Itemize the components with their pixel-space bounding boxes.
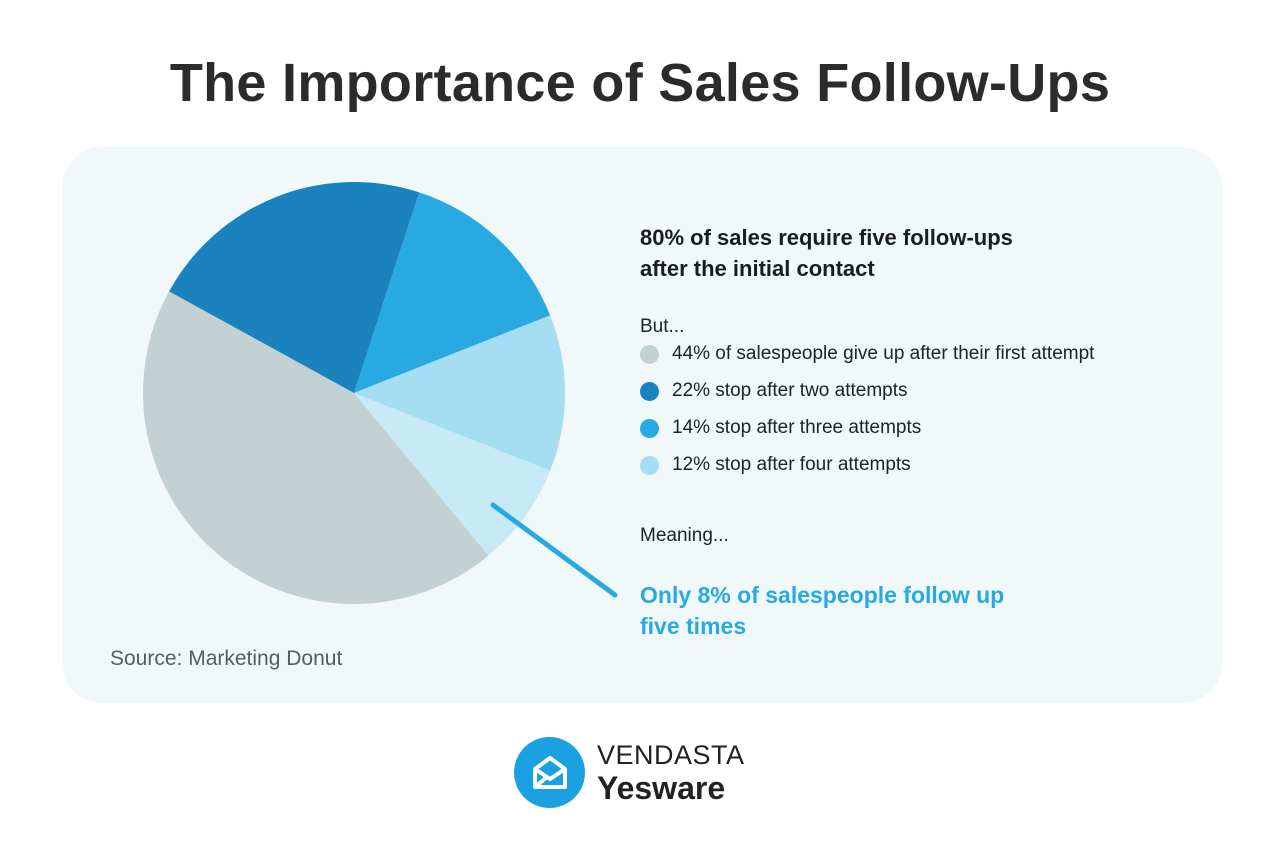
logo-yesware: Yesware <box>597 769 726 806</box>
legend-swatch <box>640 418 659 438</box>
pie-slice <box>169 182 420 393</box>
meaning-label: Meaning... <box>640 525 729 546</box>
legend-text: 14% stop after three attempts <box>672 417 922 438</box>
envelope-open-icon <box>514 737 585 808</box>
callout-line-text: five times <box>640 613 747 639</box>
pie-slice <box>354 393 551 556</box>
page-title: The Importance of Sales Follow-Ups <box>169 53 1111 113</box>
legend-text: 22% stop after two attempts <box>672 380 908 401</box>
callout-line-text: Only 8% of salespeople follow up <box>640 582 1005 608</box>
pie-slice <box>354 315 565 471</box>
legend-text: 12% stop after four attempts <box>672 454 911 475</box>
callout-line <box>490 502 618 598</box>
logo: VENDASTA Yesware <box>514 737 745 808</box>
legend-text: 44% of salespeople give up after their f… <box>672 343 1095 364</box>
legend-swatch <box>640 344 659 364</box>
callout-text: Only 8% of salespeople follow up five ti… <box>640 580 1004 642</box>
headline-line: 80% of sales require five follow-ups <box>640 225 1013 250</box>
legend-swatch <box>640 455 659 475</box>
headline: 80% of sales require five follow-ups aft… <box>640 222 1013 284</box>
headline-line: after the initial contact <box>640 256 875 281</box>
source-note: Source: Marketing Donut <box>110 647 343 670</box>
pie-slice <box>354 192 551 393</box>
legend-item: 44% of salespeople give up after their f… <box>640 343 1094 365</box>
legend-item: 12% stop after four attempts <box>640 454 911 476</box>
pie-slice <box>143 291 489 605</box>
legend-item: 14% stop after three attempts <box>640 417 921 439</box>
legend-swatch <box>640 381 659 401</box>
legend-item: 22% stop after two attempts <box>640 380 908 402</box>
logo-vendasta: VENDASTA <box>597 739 745 770</box>
but-label: But... <box>640 316 685 337</box>
